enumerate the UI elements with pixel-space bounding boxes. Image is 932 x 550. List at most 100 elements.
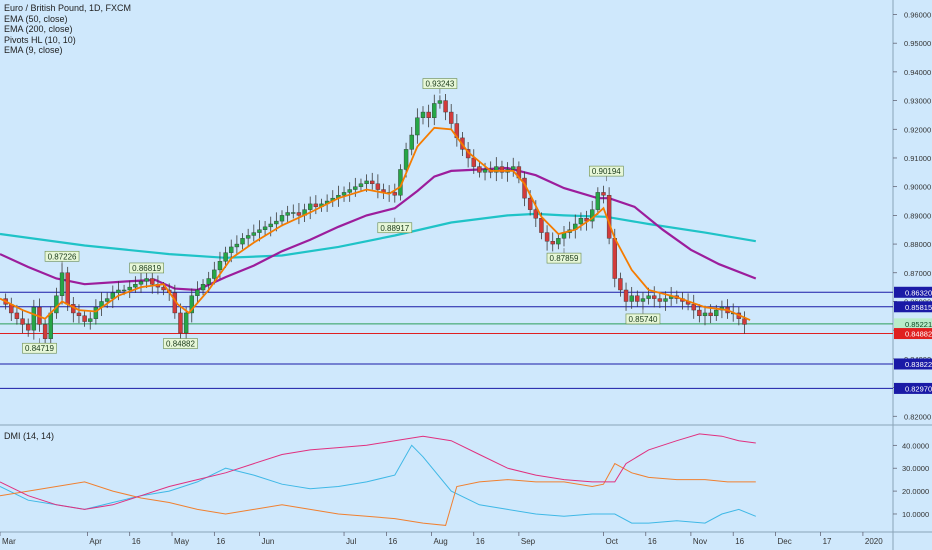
- candle-body: [544, 232, 550, 242]
- time-tick-label: Nov: [693, 537, 707, 546]
- price-tick-label: 0.91000: [904, 154, 931, 163]
- candle-body: [212, 269, 217, 279]
- candle-body: [437, 100, 443, 104]
- candle-body: [471, 157, 476, 167]
- time-tick-label: 16: [476, 537, 485, 546]
- candle-body: [640, 298, 646, 302]
- pivot-label-high: 0.93243: [425, 80, 454, 89]
- candle-body: [54, 295, 59, 314]
- candle-body: [291, 212, 296, 214]
- time-tick-label: Jul: [346, 537, 356, 546]
- candle-body: [279, 215, 285, 222]
- candle-body: [477, 166, 482, 173]
- pivot-label-low: 0.87859: [550, 254, 579, 263]
- candle-body: [697, 309, 702, 317]
- candle-body: [183, 312, 189, 334]
- candle-body: [415, 117, 420, 136]
- candle-body: [245, 235, 251, 239]
- time-tick-label: May: [174, 537, 189, 546]
- price-tick-label: 0.94000: [904, 68, 931, 77]
- candle-body: [104, 298, 110, 302]
- legend-pivots[interactable]: Pivots HL (10, 10): [4, 34, 76, 45]
- candle-body: [285, 212, 290, 216]
- candle-body: [742, 318, 747, 325]
- candle-body: [353, 186, 358, 190]
- legend-ema9[interactable]: EMA (9, close): [4, 45, 63, 55]
- dmi-minus-line: [0, 462, 756, 526]
- dmi-tick-label: 40.0000: [902, 441, 929, 450]
- candle-body: [76, 312, 82, 317]
- level-badge-label: 0.82970: [905, 384, 932, 393]
- candle-body: [20, 318, 25, 325]
- candle-body: [240, 238, 245, 245]
- candle-body: [341, 192, 347, 196]
- candle-body: [82, 315, 87, 322]
- time-tick-label: 17: [823, 537, 832, 546]
- pivot-label-high: 0.87226: [48, 252, 77, 261]
- price-tick-label: 0.82000: [904, 412, 931, 421]
- time-tick-label: 16: [132, 537, 141, 546]
- candle-body: [375, 183, 381, 190]
- legend-ema200[interactable]: EMA (200, close): [4, 24, 73, 34]
- level-badge: [894, 358, 932, 370]
- level-badge: [894, 328, 932, 340]
- level-badge-label: 0.86320: [905, 288, 932, 297]
- time-tick-label: Oct: [605, 537, 618, 546]
- time-tick-label: 16: [388, 537, 397, 546]
- candle-body: [702, 312, 708, 317]
- ema9-line: [0, 126, 751, 321]
- candle-body: [116, 289, 121, 294]
- candle-body: [612, 238, 617, 279]
- pivot-label-box: [422, 78, 458, 89]
- candle-body: [347, 189, 352, 193]
- dmi-legend[interactable]: DMI (14, 14): [4, 431, 55, 441]
- symbol-title[interactable]: Euro / British Pound, 1D, FXCM: [4, 3, 132, 13]
- candle-body: [499, 166, 505, 173]
- pivot-label-low: 0.88917: [380, 224, 409, 233]
- pivot-label-low: 0.85740: [628, 315, 657, 324]
- candle-body: [65, 272, 70, 305]
- candle-body: [601, 192, 606, 196]
- level-badge: [894, 286, 932, 298]
- candle-body: [646, 295, 651, 299]
- pivot-label-box: [377, 222, 413, 234]
- candle-body: [708, 312, 713, 317]
- candle-body: [606, 195, 612, 239]
- time-tick-label: Dec: [778, 537, 792, 546]
- candle-body: [578, 218, 584, 225]
- time-tick-label: Aug: [433, 537, 447, 546]
- candle-body: [539, 218, 544, 233]
- dmi-tick-label: 10.0000: [902, 510, 929, 519]
- candle-body: [482, 169, 488, 173]
- candle-body: [449, 111, 454, 124]
- candle-body: [635, 295, 640, 302]
- candle-body: [178, 312, 183, 334]
- legend-ema50[interactable]: EMA (50, close): [4, 13, 68, 24]
- candle-body: [229, 246, 234, 253]
- level-badge-label: 0.83822: [905, 360, 932, 369]
- candle-body: [420, 111, 426, 118]
- candle-body: [595, 192, 601, 210]
- candle-body: [663, 298, 668, 302]
- time-tick-label: Mar: [2, 537, 16, 546]
- candle-body: [133, 284, 138, 288]
- candle-body: [358, 183, 364, 187]
- level-badge-label: 0.84882: [905, 330, 932, 339]
- time-tick-label: Jun: [261, 537, 274, 546]
- pivot-label-high: 0.86819: [132, 264, 161, 273]
- level-badge: [894, 318, 932, 330]
- candle-body: [262, 226, 268, 230]
- candle-body: [26, 324, 31, 331]
- candle-body: [257, 229, 262, 233]
- candle-body: [556, 238, 561, 245]
- indicator-legend: Euro / British Pound, 1D, FXCM EMA (50, …: [4, 3, 131, 56]
- candle-body: [217, 261, 223, 271]
- time-tick-label: 2020: [865, 537, 883, 546]
- candle-body: [511, 166, 516, 170]
- candle-body: [48, 312, 53, 339]
- candle-body: [370, 180, 375, 185]
- candle-body: [138, 281, 144, 285]
- candle-body: [59, 272, 65, 296]
- candle-body: [200, 284, 206, 291]
